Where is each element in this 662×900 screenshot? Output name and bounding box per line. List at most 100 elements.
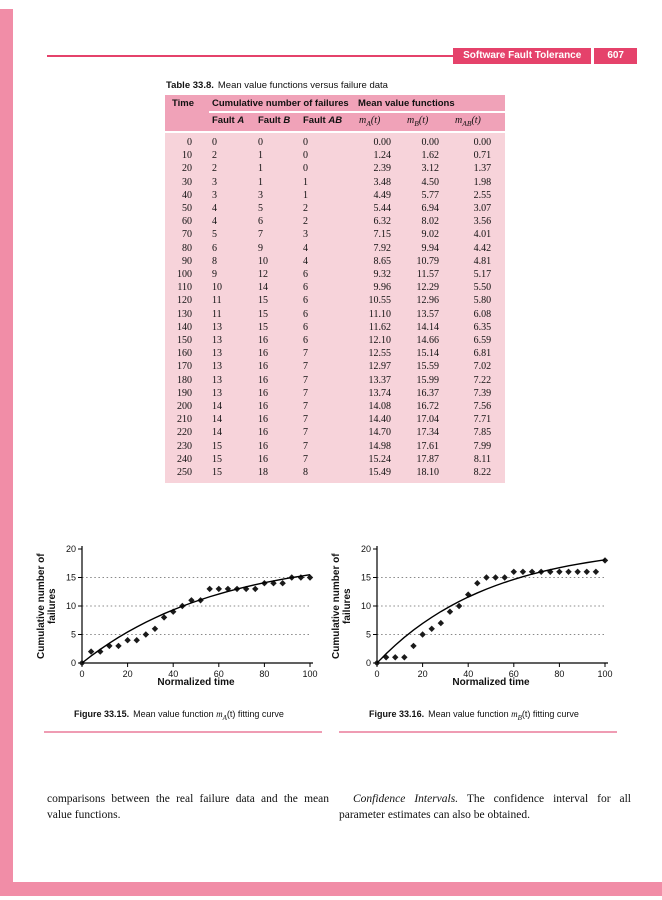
table-cell: 16 [258,453,268,465]
table-cell: 100 [177,269,192,281]
table-cell: 6 [303,295,308,307]
table-row: 120 11 15 6 10.55 12.96 5.80 [165,294,505,307]
chart-canvas-b: 0 5 10 15 20 0 20 40 60 80 100 [361,544,613,679]
table-cell: 16.72 [416,401,440,413]
table-cell: 220 [177,427,192,439]
table-cell: 1.24 [373,150,392,162]
paragraph-right: Confidence Intervals. The confidence int… [339,793,631,822]
table-cell: 15 [258,295,268,307]
header-rule [47,55,454,57]
table-cell: 17.34 [416,427,440,439]
table-cell: 6.32 [373,216,392,228]
table-cell: 2 [303,216,308,228]
table-cell: 16 [258,440,268,452]
table-caption-label: Table 33.8. [166,80,214,91]
table-cell: 5.77 [421,189,440,201]
table-cell: 3.48 [373,176,392,188]
table-row: 210 14 16 7 14.40 17.04 7.71 [165,413,505,426]
table-cell: 13 [212,387,222,399]
table-cell: 14.40 [368,414,392,426]
table-row: 50 4 5 2 5.44 6.94 3.07 [165,202,505,215]
table-cell: 11.10 [368,308,392,320]
table-cell: 14 [212,414,222,426]
table-cell: 7 [258,229,263,241]
table-cell: 5 [212,229,217,241]
svg-text:15: 15 [66,573,76,583]
table-cell: 6 [258,216,263,228]
table-cell: 4 [212,216,217,228]
x-axis-label: Normalized time [452,677,530,688]
table-cell: 13 [212,321,222,333]
table-cell: 15.49 [368,467,392,479]
table-cell: 11 [212,308,222,320]
table-cell: 11.62 [368,321,392,333]
table-caption-text: Mean value functions versus failure data [217,80,388,91]
svg-text:60: 60 [214,669,224,679]
table-cell: 15 [212,453,222,465]
table-cell: 6.59 [473,335,492,347]
table-cell: 230 [177,440,192,452]
table-cell: 1.37 [473,163,492,175]
table-row: 100 9 12 6 9.32 11.57 5.17 [165,268,505,281]
svg-text:40: 40 [168,669,178,679]
table-cell: 0 [258,137,263,148]
table-cell: 10 [182,150,192,162]
svg-text:10: 10 [66,601,76,611]
table-cell: 6.81 [473,348,492,360]
table-row: 80 6 9 4 7.92 9.94 4.42 [165,242,505,255]
table-cell: 15 [258,321,268,333]
table-cell: 14.66 [416,335,440,347]
figure-caption-rule [339,731,617,733]
table-cell: 9.94 [421,242,440,254]
table-cell: 0 [303,163,308,175]
page-header: Software Fault Tolerance 607 [47,48,637,64]
table-cell: 190 [177,387,192,399]
table-row: 70 5 7 3 7.15 9.02 4.01 [165,228,505,241]
table-cell: 4.49 [373,189,392,201]
table-cell: 15.14 [416,348,440,360]
table-cell: 40 [182,189,192,201]
svg-text:0: 0 [366,658,371,668]
svg-text:5: 5 [71,630,76,640]
table-caption: Table 33.8. Mean value functions versus f… [166,80,505,91]
table-cell: 16 [258,427,268,439]
table-cell: 3 [212,189,217,201]
table-cell: 13.57 [416,308,440,320]
table-row: 60 4 6 2 6.32 8.02 3.56 [165,215,505,228]
table-cell: 17.87 [416,453,440,465]
table-cell: 4 [303,255,308,267]
table-cell: 16.37 [416,387,440,399]
table-row: 0 0 0 0 0.00 0.00 0.00 [165,132,505,149]
col-header-fault-a: Fault A [209,112,255,133]
table-cell: 12 [258,269,268,281]
table-row: 30 3 1 1 3.48 4.50 1.98 [165,176,505,189]
table-cell: 7.15 [373,229,392,241]
table-cell: 90 [182,255,192,267]
table-row: 170 13 16 7 12.97 15.59 7.02 [165,360,505,373]
table-cell: 9 [258,242,263,254]
table-cell: 2.39 [373,163,392,175]
table-cell: 4.81 [473,255,492,267]
table-cell: 0.71 [473,150,492,162]
figure-caption: Figure 33.15. Mean value function mA(t) f… [74,709,284,722]
table-cell: 12.10 [368,335,392,347]
table-cell: 7.92 [373,242,392,254]
table-row: 140 13 15 6 11.62 14.14 6.35 [165,321,505,334]
table-cell: 250 [177,467,192,479]
table-cell: 130 [177,308,192,320]
table-cell: 7.02 [473,361,492,373]
paragraph-left: comparisons between the real failure dat… [47,793,329,822]
table-cell: 4.01 [473,229,492,241]
table-cell: 150 [177,335,192,347]
table-cell: 15 [212,467,222,479]
table-cell: 6.35 [473,321,492,333]
table-cell: 5 [258,203,263,215]
table-cell: 12.29 [416,282,440,294]
table-cell: 12.55 [368,348,392,360]
table-cell: 240 [177,453,192,465]
table-cell: 13.74 [368,387,392,399]
svg-text:15: 15 [361,573,371,583]
table-row: 90 8 10 4 8.65 10.79 4.81 [165,255,505,268]
table-cell: 14.08 [368,401,392,413]
table-row: 20 2 1 0 2.39 3.12 1.37 [165,162,505,175]
